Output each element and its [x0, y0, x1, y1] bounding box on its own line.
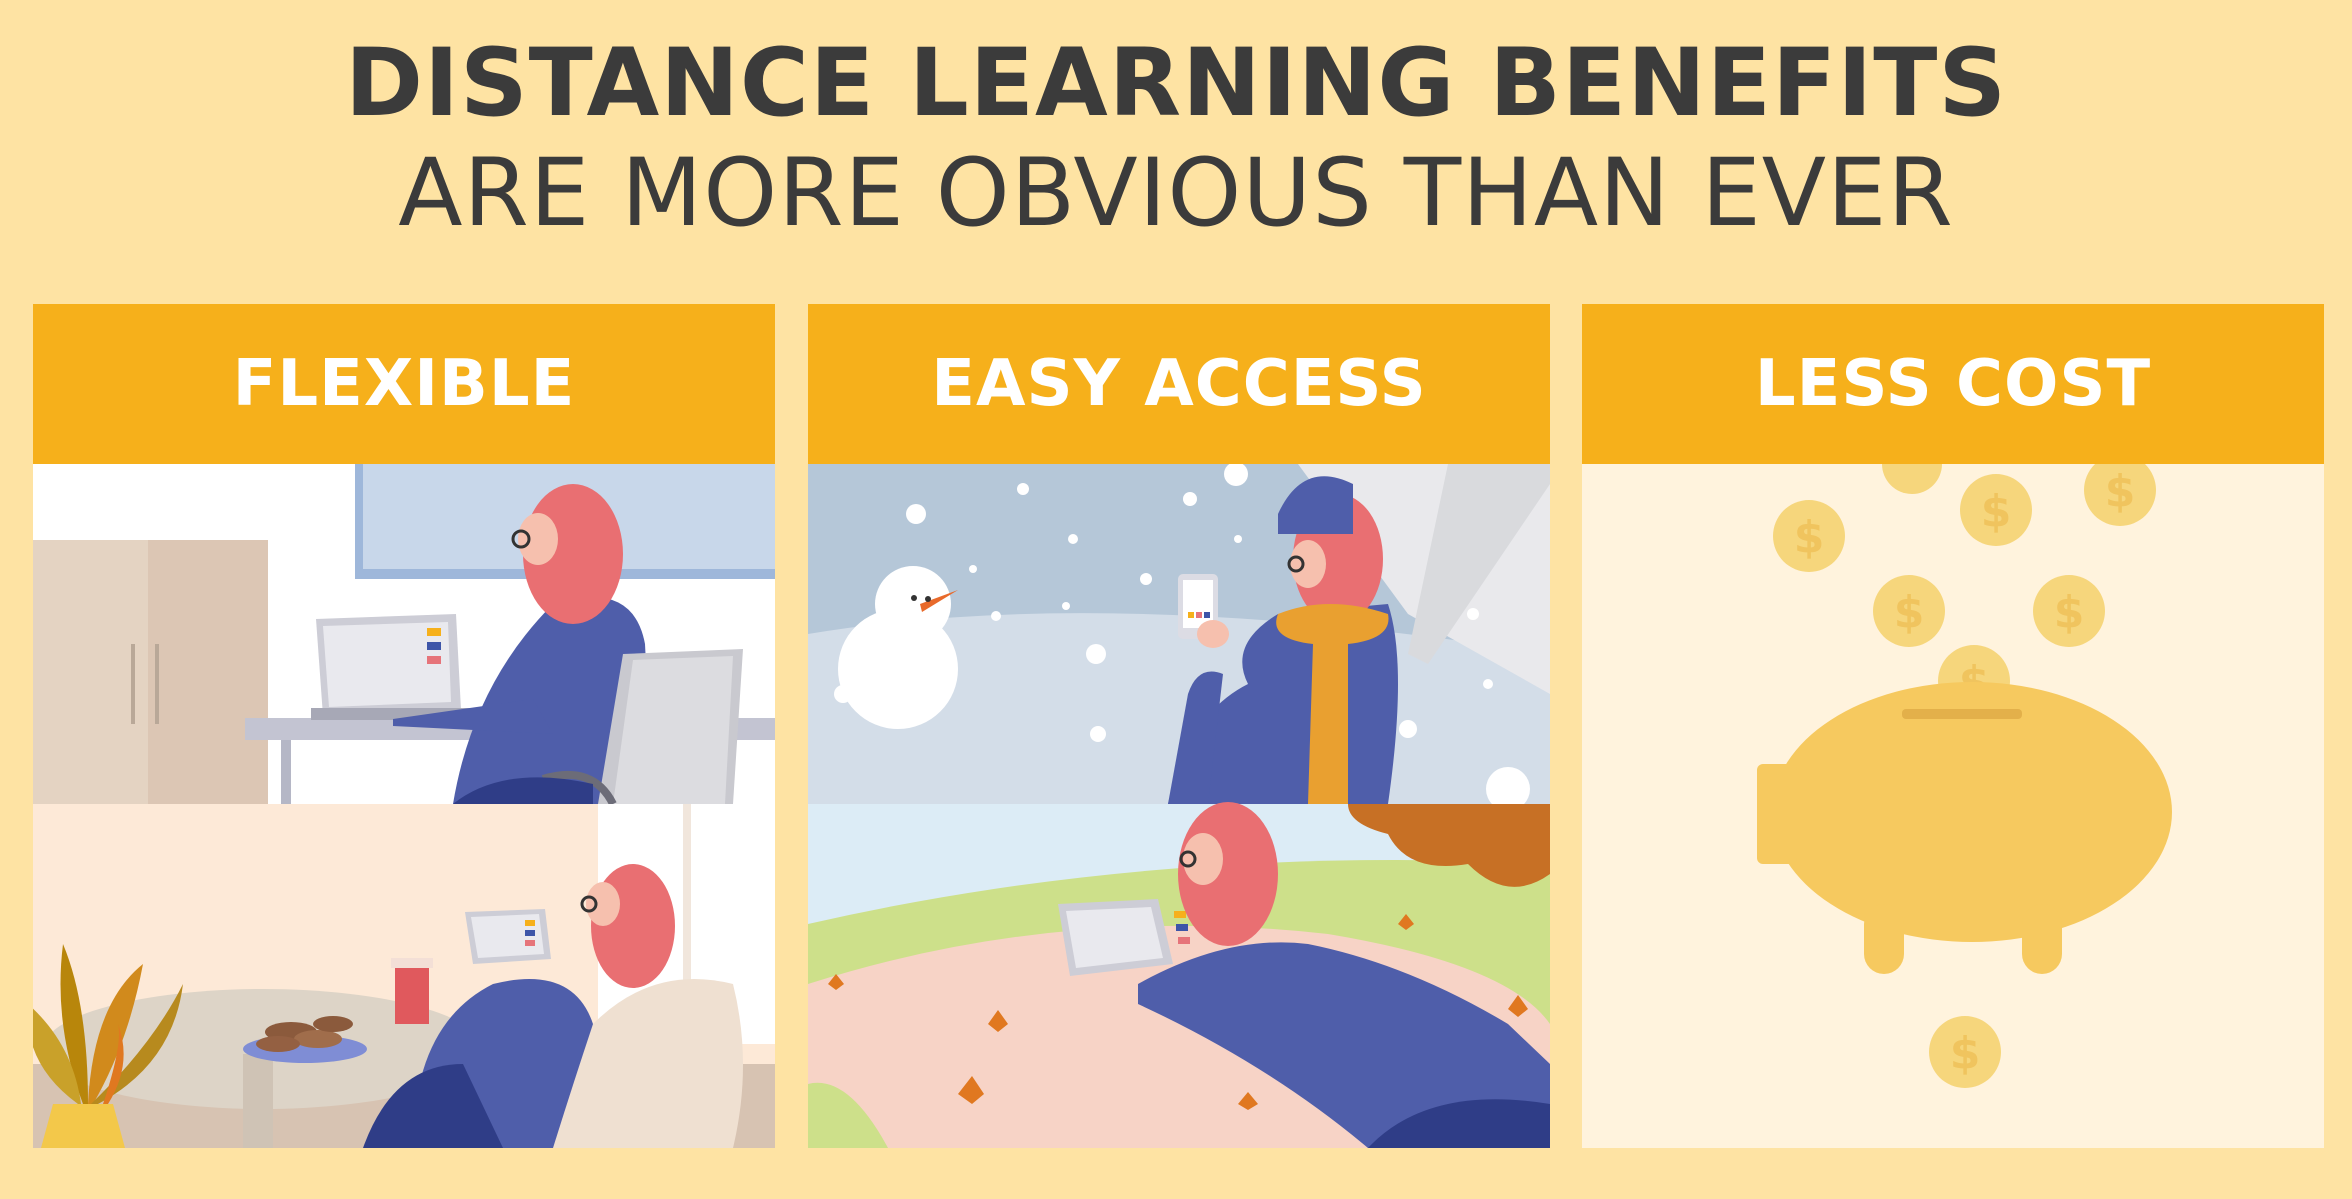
svg-text:$: $ [2054, 587, 2085, 638]
panel-header: LESS COST [1582, 304, 2324, 464]
svg-text:$: $ [1950, 1028, 1981, 1079]
easy-access-illustration [808, 464, 1550, 1148]
panel-easy-access: EASY ACCESS [808, 304, 1550, 1148]
panel-flexible: FLEXIBLE [33, 304, 775, 1148]
svg-text:$: $ [1981, 486, 2012, 537]
title-line-2: ARE MORE OBVIOUS THAN EVER [398, 139, 1954, 248]
panel-label: FLEXIBLE [232, 347, 576, 421]
panel-label: EASY ACCESS [931, 347, 1427, 421]
panel-label: LESS COST [1754, 347, 2152, 421]
svg-text:$: $ [1894, 587, 1925, 638]
panel-illustration [33, 464, 775, 1148]
panel-header: EASY ACCESS [808, 304, 1550, 464]
panel-illustration [808, 464, 1550, 1148]
page-title: DISTANCE LEARNING BENEFITS ARE MORE OBVI… [0, 30, 2352, 250]
panel-less-cost: LESS COST $$$ $$$ $ [1582, 304, 2324, 1148]
title-line-1: DISTANCE LEARNING BENEFITS [344, 29, 2008, 138]
svg-text:$: $ [2105, 466, 2136, 517]
piggy-bank-illustration: $$$ $$$ $ [1582, 464, 2324, 1148]
flexible-illustration [33, 464, 775, 1148]
panel-illustration: $$$ $$$ $ [1582, 464, 2324, 1148]
svg-text:$: $ [1794, 512, 1825, 563]
panel-header: FLEXIBLE [33, 304, 775, 464]
